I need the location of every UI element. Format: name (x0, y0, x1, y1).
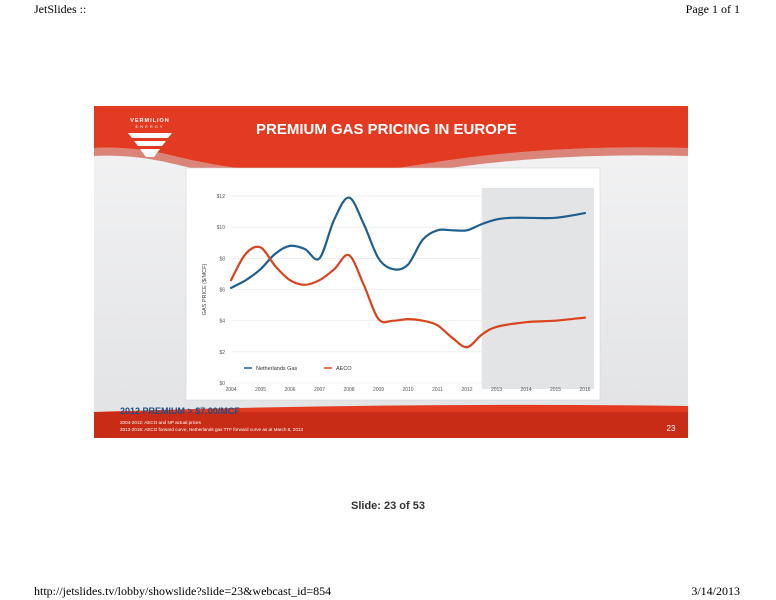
premium-text: 2012 PREMIUM > $7.00/MCF (120, 406, 240, 416)
x-tick-label: 2007 (314, 387, 325, 393)
footer-band (94, 412, 688, 438)
page-date: 3/14/2013 (691, 584, 740, 598)
y-tick-label: $10 (217, 225, 226, 231)
x-tick-label: 2006 (284, 387, 295, 393)
y-tick-label: $12 (217, 194, 226, 200)
x-tick-label: 2005 (255, 387, 266, 393)
legend-label: AECO (336, 366, 352, 372)
page-number: Page 1 of 1 (685, 2, 740, 16)
y-tick-label: $0 (219, 381, 225, 387)
y-tick-label: $2 (219, 350, 225, 356)
legend-label: Netherlands Gas (256, 366, 298, 372)
x-tick-label: 2016 (579, 387, 590, 393)
x-tick-label: 2014 (520, 387, 531, 393)
header-band (94, 106, 688, 174)
line-chart: $0 $2 $4 $6 $8 $10 $12 2004 2005 2006 2007 2008 2009… (202, 188, 594, 393)
slide-counter: Slide: 23 of 53 (351, 500, 425, 512)
x-tick-label: 2008 (343, 387, 354, 393)
x-tick-label: 2009 (373, 387, 384, 393)
forecast-region (481, 188, 594, 389)
footnote-1: 2004-2012: AECO and NP actual prices (120, 420, 202, 425)
y-axis-label: GAS PRICE ($/MCF) (202, 264, 208, 316)
footnote-2: 2013-2016: AECO forward curve, Netherlan… (120, 427, 303, 432)
x-tick-label: 2015 (550, 387, 561, 393)
logo-text-1: VERMILION (130, 118, 170, 124)
y-tick-label: $4 (219, 319, 225, 325)
x-tick-label: 2011 (432, 387, 443, 393)
slide-graphic: VERMILION ENERGY PREMIUM GAS PRICING IN … (94, 106, 688, 438)
series-line-netherlands-gas (229, 196, 587, 289)
y-tick-label: $8 (219, 256, 225, 262)
slide-title: PREMIUM GAS PRICING IN EUROPE (256, 121, 517, 138)
x-tick-label: 2010 (402, 387, 413, 393)
footer-band-edge (94, 404, 688, 412)
vermilion-logo: VERMILION ENERGY (128, 118, 172, 157)
slide-number: 23 (667, 424, 676, 433)
y-tick-label: $6 (219, 288, 225, 294)
logo-text-2: ENERGY (136, 124, 165, 129)
page-header-title: JetSlides :: (34, 2, 87, 16)
x-tick-label: 2012 (461, 387, 472, 393)
x-tick-label: 2013 (491, 387, 502, 393)
page-url: http://jetslides.tv/lobby/showslide?slid… (34, 584, 332, 598)
x-tick-label: 2004 (225, 387, 236, 393)
slide-image: VERMILION ENERGY PREMIUM GAS PRICING IN … (94, 106, 688, 438)
series-line-aeco (229, 245, 587, 349)
